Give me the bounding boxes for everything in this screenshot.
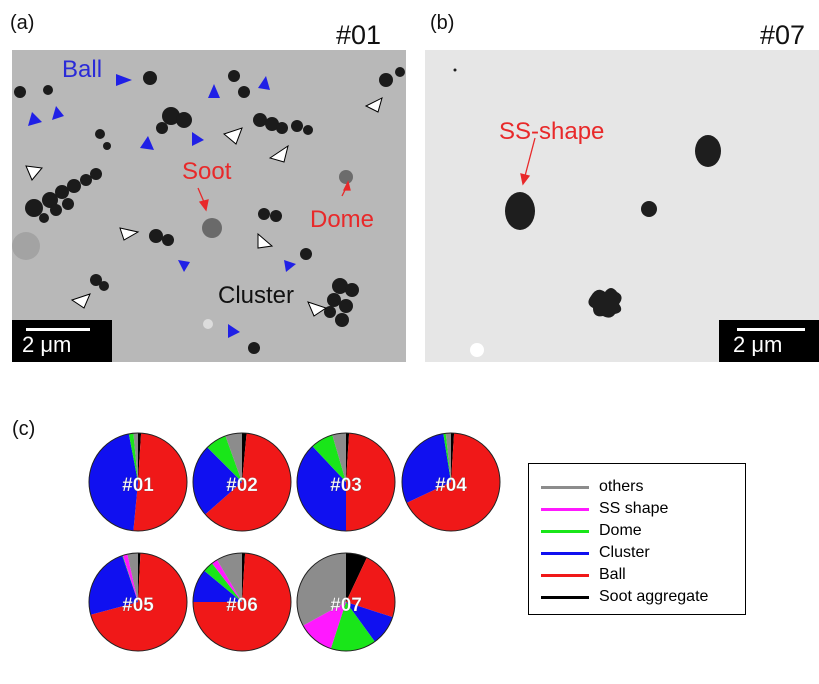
pie-label: #03 — [330, 475, 362, 496]
pie-slice-others — [127, 553, 138, 602]
panel-b-letter: (b) — [430, 12, 455, 34]
pie-outline — [296, 552, 396, 652]
legend-swatch-dome — [541, 530, 589, 533]
legend-label-dome: Dome — [599, 522, 642, 539]
legend-swatch-ss-shape — [541, 508, 589, 511]
pie-sample-06: #06 — [192, 552, 292, 652]
legend-item-others: others — [529, 476, 745, 498]
pie-slice-ball — [346, 557, 395, 618]
pie-slice-ball — [205, 433, 291, 531]
pie-slice-ball — [406, 433, 500, 531]
legend-item-dome: Dome — [529, 520, 745, 542]
pie-slice-dome — [122, 555, 138, 602]
legend-swatch-others — [541, 486, 589, 489]
pie-slice-others — [332, 433, 346, 482]
pie-slice-others — [297, 553, 346, 626]
pie-slice-cluster — [297, 446, 346, 531]
scalebar-b: 2 μm — [719, 320, 819, 362]
pie-label: #07 — [330, 595, 362, 616]
pie-slice-ss-shape — [122, 554, 138, 602]
pie-slice-others — [445, 433, 451, 482]
pie-slice-ball — [133, 433, 188, 531]
pie-outline — [88, 552, 188, 652]
panel-a-letter: (a) — [10, 12, 35, 34]
panel-a-sample-id: #01 — [336, 20, 382, 50]
pie-sample-01: #01 — [88, 432, 188, 532]
legend-swatch-cluster — [541, 552, 589, 555]
pie-slice-soot-aggregate — [138, 553, 141, 602]
pie-slice-soot-aggregate — [138, 433, 142, 482]
tem-image-b-particles — [453, 68, 721, 357]
pie-outline — [192, 552, 292, 652]
label-ss-shape: SS-shape — [499, 118, 605, 145]
pie-slice-others — [217, 553, 242, 602]
pie-label: #04 — [435, 475, 467, 496]
label-cluster: Cluster — [218, 282, 295, 309]
pie-label: #01 — [122, 475, 154, 496]
pie-slice-dome — [207, 435, 242, 482]
pie-sample-04: #04 — [401, 432, 501, 532]
pie-slice-cluster — [401, 433, 451, 503]
pie-outline — [88, 432, 188, 532]
label-dome: Dome — [310, 206, 375, 233]
pie-slice-cluster — [193, 447, 242, 515]
pie-slice-cluster — [193, 570, 242, 602]
legend-label-ball: Ball — [599, 566, 626, 583]
pie-slice-ball — [193, 553, 291, 651]
scalebar-b-line — [737, 328, 805, 331]
legend-label-ss-shape: SS shape — [599, 500, 669, 517]
legend-label-soot-aggregate: Soot aggregate — [599, 588, 709, 605]
pie-slice-others — [133, 433, 138, 482]
pie-slice-ball — [90, 553, 187, 651]
scalebar-a-line — [26, 328, 90, 331]
pie-slice-others — [225, 433, 242, 482]
chart-legend: others SS shape Dome Cluster Ball Soot a… — [528, 463, 746, 615]
legend-item-cluster: Cluster — [529, 542, 745, 564]
pie-slice-soot-aggregate — [242, 433, 247, 482]
pie-slice-soot-aggregate — [346, 433, 350, 482]
pie-slice-soot-aggregate — [451, 433, 455, 482]
pie-slice-ss-shape — [303, 602, 346, 649]
pie-slice-dome — [312, 434, 346, 482]
pie-label: #02 — [226, 475, 258, 496]
pie-slice-dome — [204, 563, 242, 602]
pie-slice-ball — [346, 433, 395, 531]
legend-item-ss-shape: SS shape — [529, 498, 745, 520]
pie-outline — [296, 432, 396, 532]
pie-label: #06 — [226, 595, 258, 616]
pie-slice-soot-aggregate — [242, 553, 246, 602]
pie-sample-05: #05 — [88, 552, 188, 652]
pie-slice-cluster — [346, 602, 393, 642]
pie-outline — [192, 432, 292, 532]
pie-slice-cluster — [89, 555, 138, 615]
legend-item-ball: Ball — [529, 564, 745, 586]
pie-slice-dome — [128, 433, 138, 482]
pie-sample-07: #07 — [296, 552, 396, 652]
legend-item-soot-aggregate: Soot aggregate — [529, 586, 745, 608]
scalebar-a: 2 μm — [12, 320, 112, 362]
pie-slice-cluster — [88, 433, 138, 531]
legend-label-others: others — [599, 478, 644, 495]
pie-slice-ss-shape — [211, 559, 242, 602]
pie-sample-02: #02 — [192, 432, 292, 532]
legend-label-cluster: Cluster — [599, 544, 650, 561]
scalebar-a-text: 2 μm — [22, 332, 72, 357]
legend-swatch-ball — [541, 574, 589, 577]
panel-c-letter: (c) — [12, 418, 36, 440]
legend-swatch-soot-aggregate — [541, 596, 589, 599]
pie-sample-03: #03 — [296, 432, 396, 532]
panel-b-sample-id: #07 — [760, 20, 806, 50]
tem-image-a: Ball Soot Dome Cluster 2 μm — [12, 50, 406, 362]
tem-image-a-particles — [12, 67, 405, 354]
pie-slice-dome — [443, 433, 451, 482]
pie-slice-soot-aggregate — [346, 553, 367, 602]
pie-slice-dome — [330, 602, 375, 651]
label-ball: Ball — [62, 56, 103, 83]
pie-outline — [401, 432, 501, 532]
tem-image-b: SS-shape 2 μm — [425, 50, 819, 362]
pie-chart-area: #01 #02 #03 #04 #05 #06 #07 — [88, 432, 501, 652]
pie-label: #05 — [122, 595, 154, 616]
scalebar-b-text: 2 μm — [733, 332, 783, 357]
label-soot: Soot — [182, 158, 232, 185]
